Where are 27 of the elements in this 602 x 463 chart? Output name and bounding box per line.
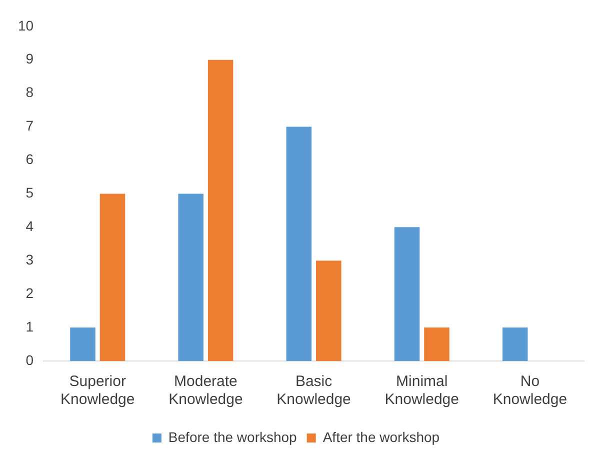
y-tick-label: 9	[26, 50, 34, 67]
x-tick-label: Basic Knowledge	[276, 373, 351, 408]
bar	[316, 260, 342, 361]
y-tick-label: 2	[26, 284, 34, 301]
legend-label: Before the workshop	[168, 428, 298, 445]
x-tick-label: Minimal Knowledge	[384, 373, 459, 408]
y-tick-label: 8	[26, 84, 34, 100]
y-tick-label: 6	[26, 151, 34, 168]
y-tick-label: 3	[26, 251, 34, 268]
bar	[502, 328, 528, 361]
bar	[394, 227, 420, 361]
y-tick-label: 0	[26, 352, 34, 368]
bar	[70, 328, 96, 361]
y-tick-label: 4	[26, 218, 34, 234]
bar	[286, 126, 312, 361]
x-tick-label: Superior Knowledge	[60, 373, 135, 408]
bar	[208, 60, 234, 361]
legend-label: After the workshop	[322, 428, 440, 445]
x-tick-label: No Knowledge	[492, 373, 568, 408]
y-tick-label: 10	[18, 17, 34, 34]
bar	[424, 328, 450, 361]
bar	[100, 194, 126, 361]
y-tick-label: 7	[26, 118, 34, 134]
y-tick-label: 5	[26, 184, 34, 201]
x-tick-label: Moderate Knowledge	[168, 373, 243, 408]
bar	[178, 194, 204, 361]
y-tick-label: 1	[26, 318, 34, 334]
